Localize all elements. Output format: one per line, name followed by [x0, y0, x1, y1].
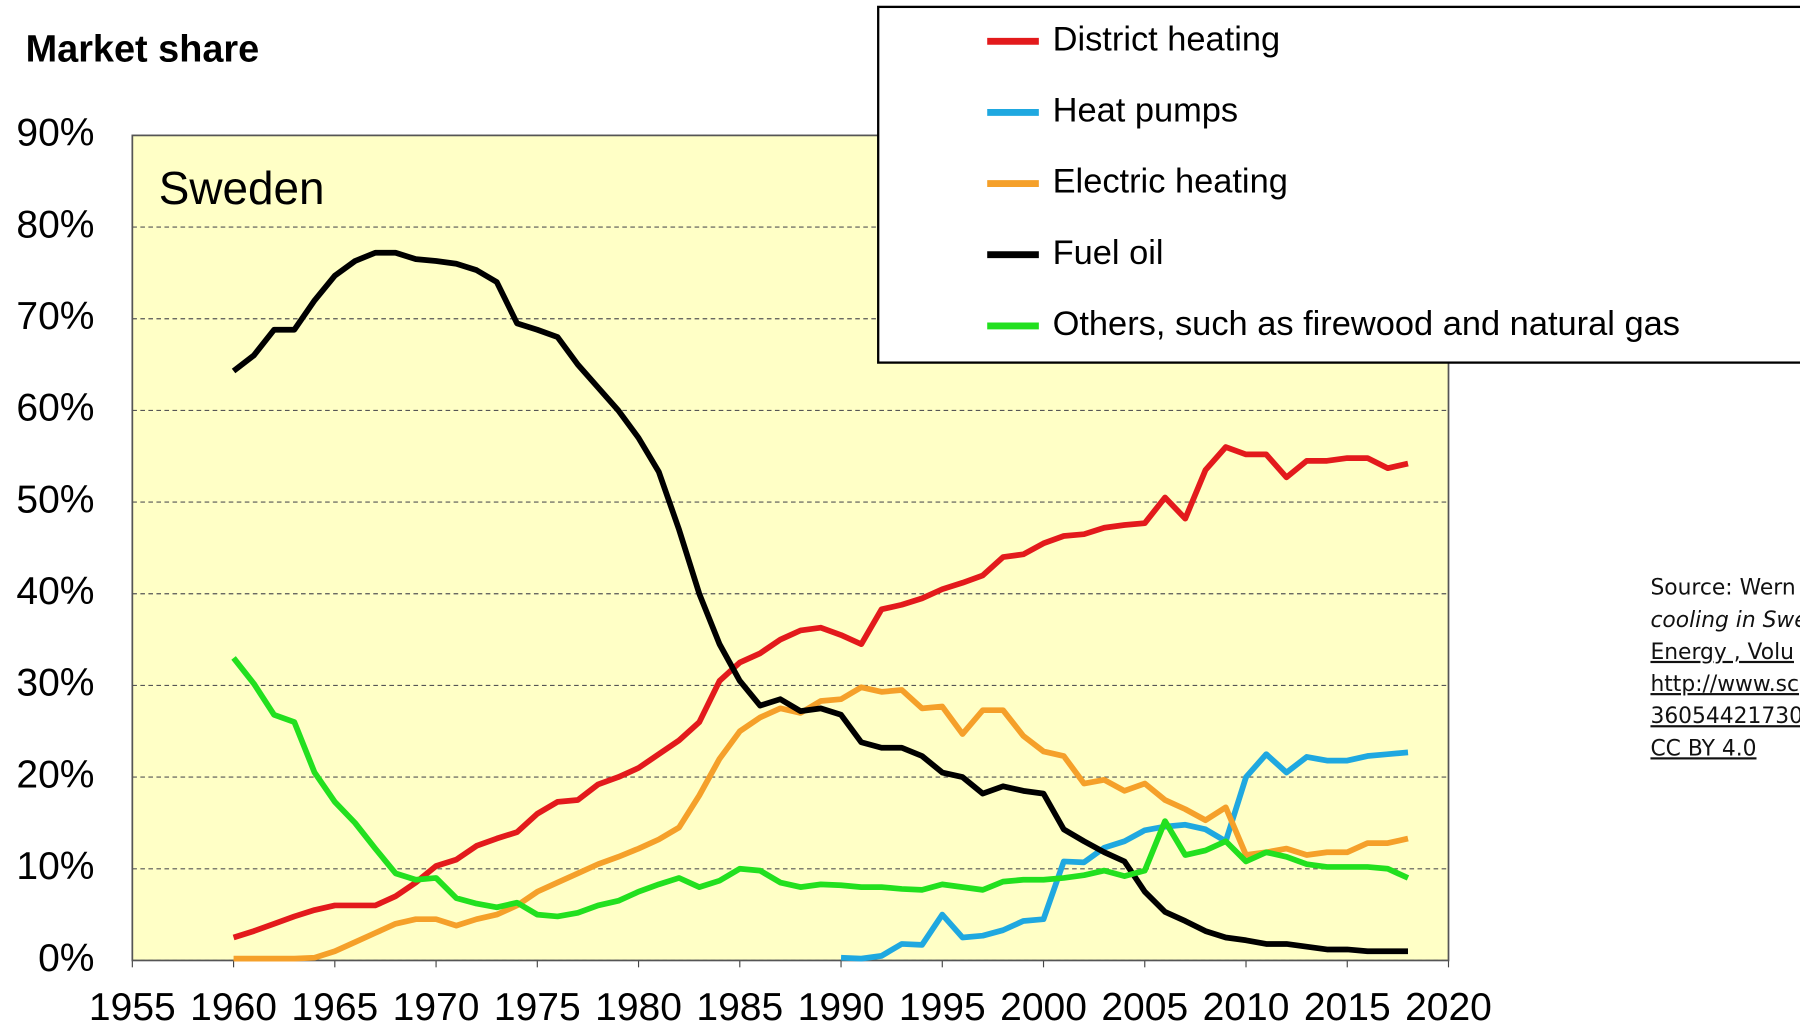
series-line	[233, 684, 1409, 962]
legend-label: Others, such as firewood and natural gas	[1053, 305, 1680, 343]
series-line	[232, 444, 1409, 941]
series-line	[840, 749, 1409, 962]
x-tick-label: 2015	[1304, 986, 1391, 1027]
x-tick-label: 1955	[89, 986, 176, 1027]
y-tick-label: 50%	[16, 478, 94, 521]
legend-label: Electric heating	[1053, 163, 1288, 201]
y-tick-label: 30%	[16, 662, 94, 705]
source-note: http://www.sc	[1650, 672, 1799, 697]
x-tick-label: 2005	[1101, 986, 1188, 1027]
x-tick-label: 2010	[1203, 986, 1290, 1027]
x-tick-label: 1970	[393, 986, 480, 1027]
source-note: cooling in Swe	[1650, 608, 1800, 633]
subtitle: Sweden	[159, 162, 325, 214]
x-tick-label: 1965	[291, 986, 378, 1027]
series-line	[231, 656, 1410, 920]
source-note: Source: Wern	[1650, 576, 1795, 601]
x-tick-label: 1980	[595, 986, 682, 1027]
y-tick-label: 20%	[16, 753, 94, 796]
source-note: 36054421730	[1650, 704, 1800, 729]
legend-label: Heat pumps	[1053, 92, 1239, 130]
x-tick-label: 1995	[899, 986, 986, 1027]
x-tick-label: 2000	[1000, 986, 1087, 1027]
chart-title: Market share	[26, 29, 260, 71]
y-tick-label: 90%	[16, 112, 94, 155]
x-tick-label: 1990	[798, 986, 885, 1027]
y-tick-label: 70%	[16, 295, 94, 338]
plot-border	[131, 134, 1450, 962]
y-tick-label: 80%	[16, 203, 94, 246]
x-tick-label: 1960	[190, 986, 277, 1027]
y-tick-label: 40%	[16, 570, 94, 613]
x-tick-label: 2020	[1405, 986, 1492, 1027]
series-line	[231, 249, 1409, 955]
y-tick-label: 60%	[16, 387, 94, 430]
source-note: Energy , Volu	[1650, 640, 1794, 665]
x-tick-label: 1975	[494, 986, 581, 1027]
x-tick-label: 1985	[696, 986, 783, 1027]
source-note: CC BY 4.0	[1650, 736, 1756, 761]
y-tick-label: 10%	[16, 845, 94, 888]
legend-label: Fuel oil	[1053, 234, 1164, 272]
legend-label: District heating	[1053, 20, 1281, 58]
y-tick-label: 0%	[38, 937, 94, 980]
